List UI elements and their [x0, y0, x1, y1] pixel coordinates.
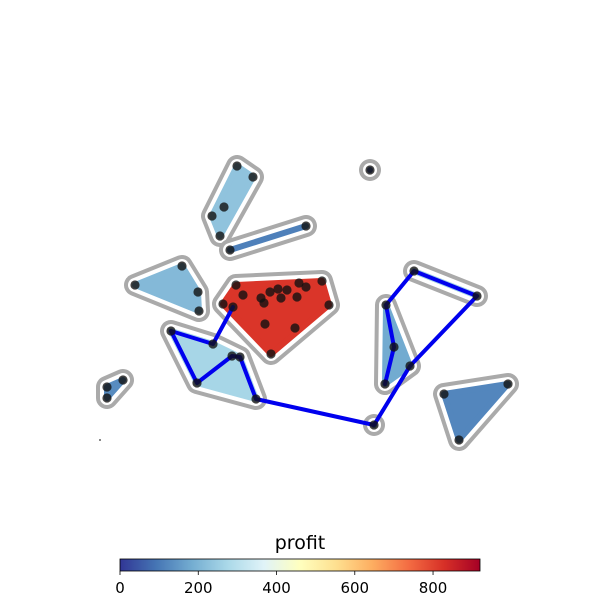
data-point	[282, 285, 292, 295]
data-point	[472, 291, 482, 301]
data-point	[166, 326, 176, 336]
data-point	[208, 339, 218, 349]
data-point	[503, 379, 513, 389]
data-point	[207, 211, 217, 221]
colorbar-tick-label: 600	[340, 579, 369, 597]
data-point	[317, 276, 327, 286]
data-point	[301, 221, 311, 231]
data-point	[389, 342, 399, 352]
cluster-2	[219, 215, 317, 261]
cluster-hulls	[96, 155, 519, 451]
colorbar-tick-label: 400	[262, 579, 291, 597]
cluster-hull-fill	[441, 381, 511, 443]
colorbar-tick-label: 0	[115, 579, 125, 597]
stray-marker	[99, 439, 101, 441]
colorbar-title: profit	[275, 532, 326, 554]
colorbar-tick-label: 200	[184, 579, 213, 597]
colorbar: profit 0 200 400 600 800	[115, 532, 481, 597]
data-point	[405, 361, 415, 371]
data-point	[439, 389, 449, 399]
cluster-hull-fill	[227, 223, 309, 253]
data-point	[177, 261, 187, 271]
cluster-4	[124, 255, 210, 322]
data-point	[231, 280, 241, 290]
data-point	[380, 379, 390, 389]
data-point	[265, 287, 275, 297]
cluster-hull-fill	[104, 377, 126, 401]
cluster-1	[201, 155, 264, 247]
data-point	[235, 352, 245, 362]
data-point	[238, 290, 248, 300]
data-point	[130, 280, 140, 290]
data-point	[276, 293, 286, 303]
data-point	[294, 278, 304, 288]
data-point	[290, 323, 300, 333]
data-point	[324, 300, 334, 310]
data-point	[215, 231, 225, 241]
data-point	[251, 394, 261, 404]
data-point	[260, 319, 270, 329]
data-point	[409, 266, 419, 276]
colorbar-tick-label: 800	[419, 579, 448, 597]
data-point	[369, 420, 379, 430]
data-point	[102, 393, 112, 403]
data-point	[193, 287, 203, 297]
route-line	[169, 269, 479, 427]
cluster-11	[433, 373, 519, 451]
data-point	[102, 382, 112, 392]
data-point	[219, 202, 229, 212]
data-point	[259, 298, 269, 308]
data-point	[301, 282, 311, 292]
data-point	[266, 349, 276, 359]
colorbar-gradient	[119, 558, 481, 572]
cluster-7	[96, 369, 134, 409]
data-point	[381, 300, 391, 310]
route-path	[169, 269, 479, 427]
data-point	[273, 284, 283, 294]
data-point	[365, 165, 375, 175]
data-point	[192, 378, 202, 388]
data-point	[227, 351, 237, 361]
data-point	[292, 292, 302, 302]
data-point	[225, 245, 235, 255]
data-point	[218, 299, 228, 309]
data-points	[99, 161, 513, 445]
data-point	[248, 172, 258, 182]
data-point	[194, 306, 204, 316]
data-point	[454, 435, 464, 445]
data-point	[228, 302, 238, 312]
data-point	[232, 161, 242, 171]
data-point	[118, 375, 128, 385]
